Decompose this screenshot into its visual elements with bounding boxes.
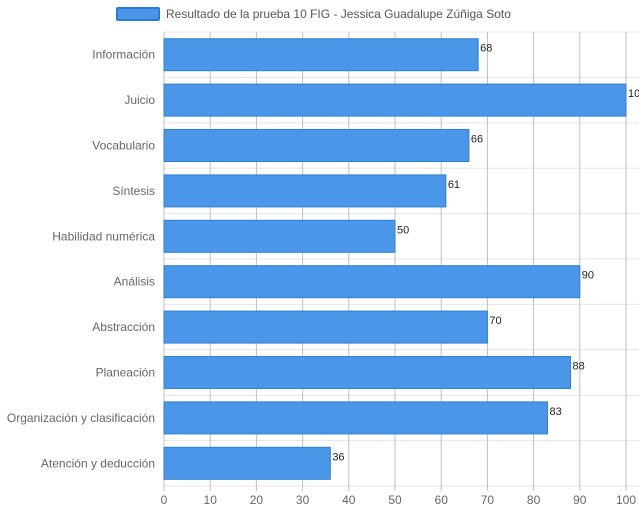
data-label: 50: [397, 224, 409, 236]
x-tick-label: 10: [204, 493, 218, 507]
data-label: 90: [582, 270, 594, 282]
category-label: Atención y deducción: [41, 456, 155, 470]
legend[interactable]: Resultado de la prueba 10 FIG - Jessica …: [116, 7, 511, 21]
bar-2: [163, 129, 470, 162]
bar-9: [163, 446, 331, 480]
category-label: Síntesis: [112, 184, 155, 198]
x-tick-label: 60: [435, 493, 449, 507]
category-label: Habilidad numérica: [52, 229, 155, 243]
data-label: 66: [471, 134, 483, 146]
x-tick-label: 80: [527, 493, 541, 507]
x-tick-label: 20: [250, 493, 264, 507]
data-label: 83: [549, 406, 561, 418]
bar-6: [163, 310, 488, 344]
data-label: 61: [448, 179, 460, 191]
category-label: Juicio: [124, 93, 155, 107]
category-label: Análisis: [114, 275, 155, 289]
bar-4: [163, 219, 396, 253]
data-label: 88: [573, 361, 585, 373]
bar-5: [163, 265, 581, 299]
bar-7: [163, 356, 572, 389]
category-label: Vocabulario: [92, 139, 155, 153]
bar-1: [163, 83, 627, 117]
bar-3: [163, 174, 447, 208]
category-label: Planeación: [96, 366, 155, 380]
bar-0: [163, 38, 479, 72]
x-tick-label: 30: [296, 493, 310, 507]
bar-8: [163, 401, 548, 435]
legend-swatch: [116, 7, 160, 21]
x-tick-label: 90: [573, 493, 587, 507]
bars: [163, 38, 627, 480]
data-label: 36: [332, 451, 344, 463]
category-label: Información: [92, 48, 155, 62]
x-tick-labels: 0 10 20 30 40 50 60 70 80 90 100: [161, 493, 637, 507]
data-label: 100: [628, 88, 639, 100]
category-labels: Información Juicio Vocabulario Síntesis Habi…: [7, 48, 155, 471]
data-labels: 68 100 66 61 50 90 70 88 83 36: [332, 43, 639, 464]
x-tick-label: 70: [481, 493, 495, 507]
legend-label: Resultado de la prueba 10 FIG - Jessica …: [166, 7, 511, 21]
x-tick-label: 50: [388, 493, 402, 507]
x-tick-label: 100: [616, 493, 636, 507]
x-tick-label: 0: [161, 493, 168, 507]
category-label: Abstracción: [92, 320, 155, 334]
x-tick-label: 40: [342, 493, 356, 507]
category-label: Organización y clasificación: [7, 411, 155, 425]
data-label: 68: [480, 43, 492, 55]
data-label: 70: [489, 315, 501, 327]
